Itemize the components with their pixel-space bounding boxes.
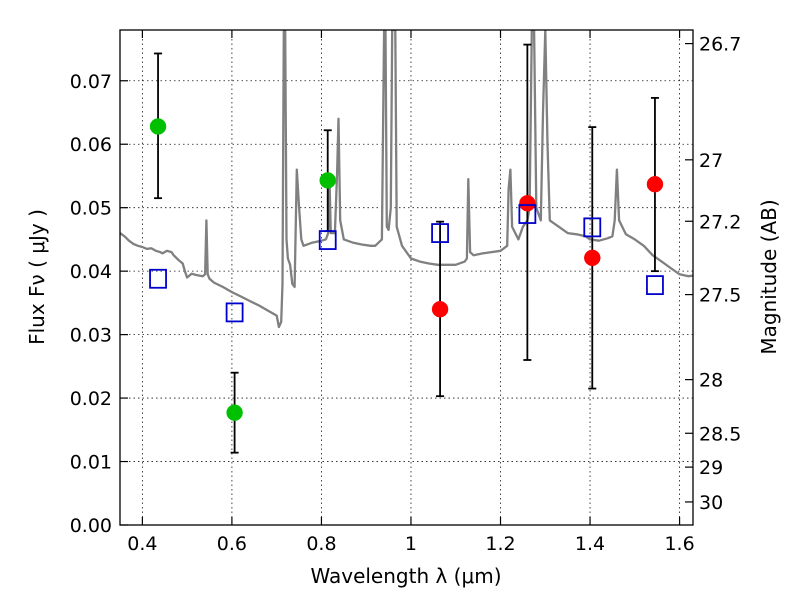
x-tick-label: 1 [405,533,417,555]
y-tick-label: 0.06 [70,134,112,156]
x-tick-labels: 0.4 0.6 0.8 1 1.2 1.4 1.6 [127,533,694,555]
model-flux-box [646,275,664,296]
green-data-point [319,172,336,189]
x-tick-label: 0.8 [306,533,336,555]
red-data-point [519,195,536,212]
right-tick-label: 28 [699,370,723,392]
right-tick-label: 29 [699,457,723,479]
spectrum-line [120,30,693,329]
model-flux-box [583,217,602,238]
x-tick-label: 0.6 [217,533,247,555]
red-data-point [431,300,449,318]
x-axis-label: Wavelength λ (μm) [310,564,501,588]
model-flux-box [149,268,167,289]
data-markers [149,118,664,421]
right-tick-label: 26.7 [699,34,741,56]
grid-lines [120,30,693,525]
y-tick-label: 0.01 [70,452,112,474]
model-spectrum [120,30,693,329]
right-tick-label: 27.2 [699,211,741,233]
green-data-point [149,118,167,135]
x-tick-label: 1.2 [485,533,515,555]
right-tick-label: 28.5 [699,423,741,445]
model-flux-box [431,223,449,243]
model-flux-box [518,204,537,224]
y-tick-label: 0.00 [70,515,112,537]
right-axis-label: Magnitude (AB) [757,199,781,354]
red-data-point [584,249,601,267]
y-tick-label: 0.07 [70,71,112,93]
red-data-point [646,175,664,193]
right-tick-label: 30 [699,492,723,514]
x-tick-label: 1.4 [575,533,605,555]
y-tick-labels: 0.00 0.01 0.02 0.03 0.04 0.05 0.06 0.07 [70,71,112,537]
y-tick-label: 0.05 [70,198,112,220]
green-data-point [226,404,243,421]
y-axis-label: Flux Fν ( μJy ) [25,209,49,345]
axis-ticks [120,30,693,526]
error-bars [154,43,659,454]
plot-frame [119,29,694,526]
right-tick-label: 27 [699,150,723,172]
y-tick-label: 0.04 [70,261,112,283]
y-tick-label: 0.02 [70,388,112,410]
right-tick-labels: 26.7 27 27.2 27.5 28 28.5 29 30 [699,34,741,514]
x-tick-label: 1.6 [664,533,694,555]
right-tick-label: 27.5 [699,285,741,307]
y-tick-label: 0.03 [70,325,112,347]
model-flux-box [225,302,244,323]
model-flux-box [318,230,337,250]
x-tick-label: 0.4 [127,533,157,555]
